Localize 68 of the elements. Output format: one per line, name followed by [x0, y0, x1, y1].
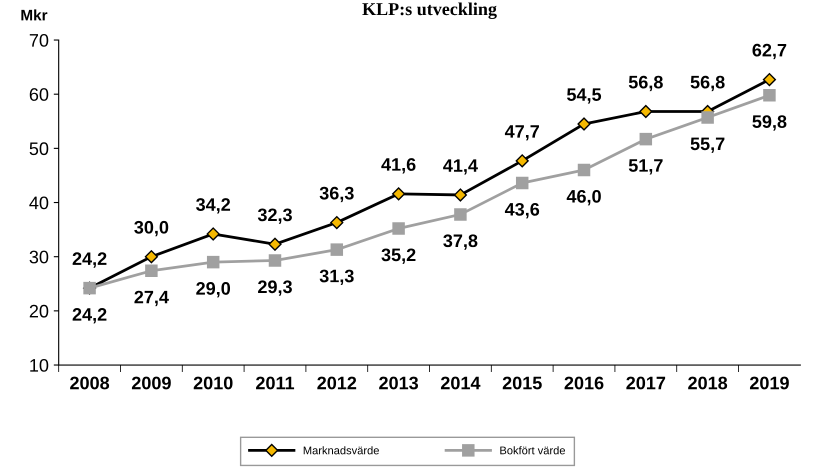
data-label: 29,3 [258, 280, 292, 296]
x-tick-label: 2014 [440, 376, 480, 390]
y-tick-label: 40 [29, 196, 48, 210]
x-tick-label: 2010 [194, 376, 233, 390]
data-label: 41,6 [381, 158, 416, 174]
x-tick-label: 2013 [379, 376, 418, 390]
data-label: 34,2 [196, 198, 230, 214]
chart-title: KLP:s utveckling [362, 2, 497, 20]
point [640, 132, 652, 146]
data-label: 46,0 [566, 190, 601, 206]
point [268, 238, 282, 251]
data-label: 30,0 [134, 220, 168, 236]
y-axis-title: Mkr [21, 9, 48, 20]
data-label: 41,4 [443, 159, 478, 175]
x-tick-label: 2008 [70, 376, 110, 390]
data-label: 27,4 [134, 290, 169, 306]
y-tick-label: 10 [30, 358, 48, 372]
data-label: 51,7 [628, 159, 663, 174]
point [206, 256, 220, 268]
data-label: 56,8 [628, 76, 663, 92]
point [701, 111, 714, 124]
point [144, 250, 158, 264]
x-tick-label: 2018 [688, 376, 728, 390]
x-tick-label: 2011 [256, 376, 294, 390]
data-label: 24,2 [72, 252, 106, 268]
data-label: 62,7 [752, 44, 786, 60]
point [516, 154, 529, 168]
x-tick-label: 2015 [502, 376, 542, 390]
y-tick-label: 20 [30, 304, 48, 318]
x-tick-label: 2009 [132, 376, 171, 390]
data-label: 36,3 [320, 186, 354, 202]
legend-label: Bokfört värde [500, 446, 565, 454]
data-label: 37,8 [443, 234, 478, 250]
point [206, 227, 220, 241]
data-label: 55,7 [690, 138, 724, 153]
x-tick-label: 2016 [564, 376, 604, 390]
point [454, 188, 467, 202]
data-label: 35,2 [381, 248, 416, 264]
point [577, 117, 591, 131]
data-label: 43,6 [504, 202, 540, 218]
point [392, 222, 405, 235]
point [578, 164, 590, 176]
data-label: 24,2 [72, 308, 106, 324]
point [268, 254, 282, 267]
point [454, 208, 467, 221]
point [763, 89, 776, 102]
legend-label: Marknadsvärde [304, 446, 379, 454]
x-tick-label: 2012 [317, 376, 356, 390]
point [330, 216, 344, 230]
point [762, 72, 776, 86]
x-tick-label: 2017 [626, 376, 666, 390]
data-label: 59,8 [752, 115, 786, 131]
point [392, 187, 406, 200]
y-tick-label: 60 [30, 88, 48, 101]
point [639, 104, 652, 118]
point [145, 264, 158, 278]
y-tick-label: 70 [30, 34, 48, 47]
point [330, 243, 344, 256]
y-tick-label: 50 [30, 142, 48, 156]
y-tick-label: 30 [30, 250, 48, 264]
data-label: 32,3 [258, 208, 292, 224]
data-label: 47,7 [504, 125, 539, 140]
data-label: 31,3 [320, 270, 354, 285]
data-label: 54,5 [567, 88, 602, 104]
data-label: 56,8 [690, 76, 725, 92]
data-label: 29,0 [196, 282, 230, 298]
x-tick-label: 2019 [750, 376, 789, 390]
point [516, 176, 528, 190]
